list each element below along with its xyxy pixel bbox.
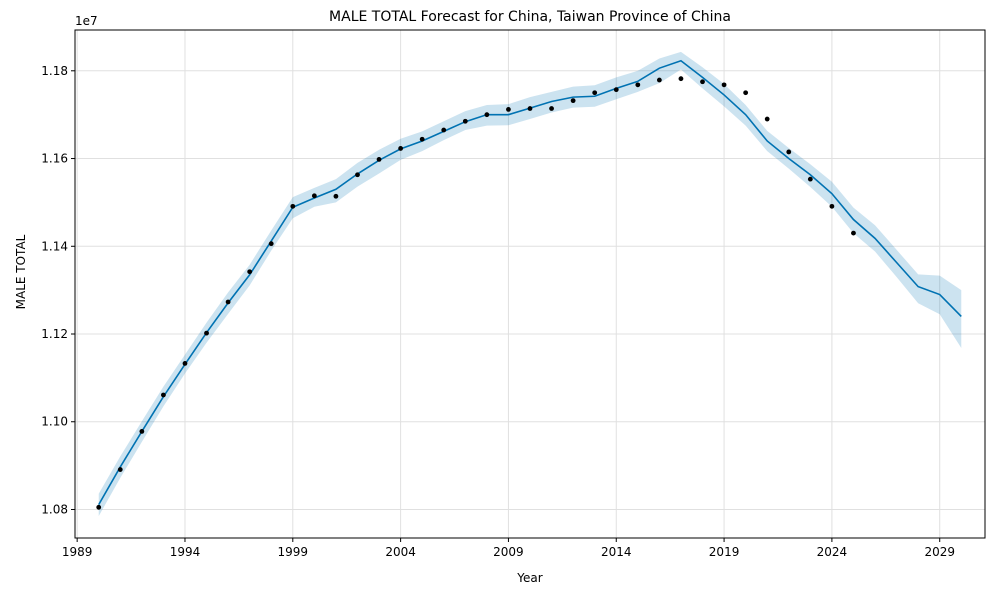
observed-point [182,361,188,366]
observed-point [743,90,749,96]
x-axis-title: Year [516,571,542,585]
observed-point [268,241,274,247]
tick-layer: 1989 1994 1999 2004 2009 2014 2019 2024 2029 1.08… [41,64,955,559]
plot-frame [74,29,986,539]
y-tick-label: 1.10 [41,415,68,429]
y-tick-label: 1.14 [41,239,68,253]
observed-point [290,203,296,209]
x-tick-label: 1999 [278,545,309,559]
x-tick-label: 2019 [709,545,740,559]
observed-point [829,203,835,209]
observed-point [225,299,231,305]
y-tick-label: 1.12 [41,327,68,341]
observed-point [764,116,770,122]
observed-point [441,127,447,133]
observed-point [807,176,813,182]
x-tick-label: 2004 [385,545,416,559]
observed-point [96,504,102,510]
x-tick-label: 1989 [62,545,93,559]
observed-point [721,82,727,88]
observed-point [570,98,576,104]
observed-point [419,136,425,142]
observed-point [204,330,209,336]
observed-point [355,172,360,178]
observed-point [635,82,641,88]
x-tick-label: 2009 [493,545,524,559]
observed-points-layer [96,76,856,510]
observed-point [311,193,317,199]
y-tick-label: 1.18 [41,64,68,78]
observed-point [678,76,684,82]
y-tick-label: 1.16 [41,152,68,166]
y-axis-title: MALE TOTAL [14,234,28,309]
y-tick-label: 1.08 [41,502,68,516]
observed-point [247,269,253,275]
y-axis-offset-label: 1e7 [75,14,98,28]
x-tick-label: 2029 [924,545,955,559]
observed-point [786,149,792,155]
observed-point [851,230,856,236]
observed-point [700,79,705,85]
observed-point [398,146,404,151]
x-tick-label: 2014 [601,545,632,559]
observed-point [613,87,619,93]
observed-point [592,90,598,96]
observed-point [376,157,382,162]
observed-point [506,107,511,112]
chart-title: MALE TOTAL Forecast for China, Taiwan Pr… [329,9,731,25]
x-tick-label: 1994 [170,545,201,559]
observed-point [117,467,123,472]
x-tick-label: 2024 [817,545,848,559]
observed-point [484,112,490,118]
observed-point [656,77,662,83]
observed-point [462,118,468,124]
grid-layer [75,30,985,538]
observed-point [549,106,554,111]
observed-point [139,429,145,434]
observed-point [161,392,166,398]
observed-point [527,106,533,111]
observed-point [333,193,339,199]
